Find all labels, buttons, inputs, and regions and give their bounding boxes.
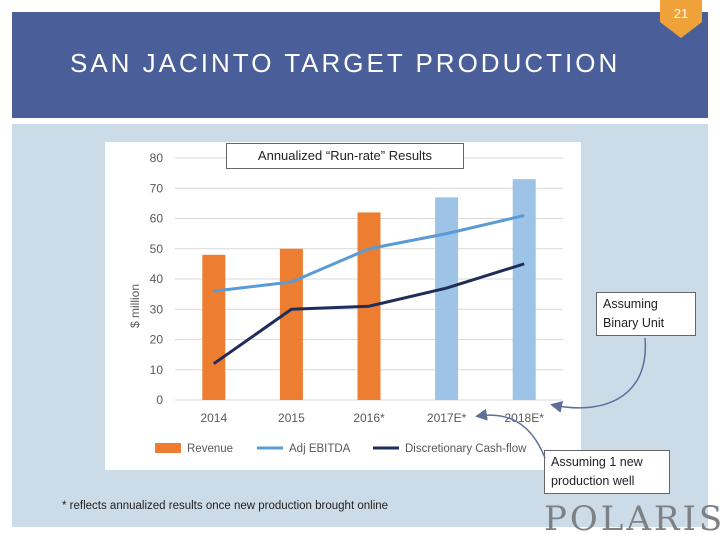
footnote: * reflects annualized results once new p… [62, 500, 389, 512]
x-tick-label: 2016* [353, 411, 385, 425]
chart-svg: $ million 0 10 20 30 40 50 60 70 80 2014 2015 2016*… [128, 151, 563, 455]
chart-title: Annualized “Run-rate” Results [226, 143, 464, 169]
y-tick-label: 80 [150, 151, 164, 165]
y-tick-label: 10 [150, 363, 164, 377]
slide-title: SAN JACINTO TARGET PRODUCTION [70, 48, 621, 78]
legend-swatch-0 [155, 443, 181, 453]
legend-label-1: Adj EBITDA [289, 443, 351, 455]
header-banner [12, 12, 708, 118]
legend-label-2: Discretionary Cash-flow [405, 443, 527, 455]
callout-binary-unit: Assuming Binary Unit [596, 292, 696, 336]
y-tick-label: 20 [150, 333, 164, 347]
callout-new-well: Assuming 1 new production well [544, 450, 670, 494]
y-axis-label: $ million [128, 284, 142, 328]
y-tick-label: 30 [150, 302, 164, 316]
y-tick-label: 70 [150, 181, 164, 195]
bar-revenue-3 [435, 197, 459, 400]
x-tick-label: 2017E* [427, 411, 467, 425]
y-tick-label: 0 [156, 393, 163, 407]
x-tick-label: 2018E* [505, 411, 545, 425]
bar-revenue-1 [279, 248, 303, 400]
page-number: 21 [673, 6, 689, 21]
chart-area: $ million 0 10 20 30 40 50 60 70 80 2014 2015 2016*… [105, 142, 581, 470]
bar-revenue-4 [512, 179, 536, 400]
y-tick-label: 60 [150, 212, 164, 226]
y-tick-label: 40 [150, 272, 164, 286]
y-tick-label: 50 [150, 242, 164, 256]
badge-shape [660, 0, 702, 38]
polaris-logo: POLARIS [544, 499, 720, 539]
legend-label-0: Revenue [187, 443, 233, 455]
x-tick-label: 2015 [278, 411, 305, 425]
bar-revenue-0 [202, 254, 226, 400]
page-number-badge: 21 [660, 0, 702, 38]
x-tick-label: 2014 [200, 411, 227, 425]
